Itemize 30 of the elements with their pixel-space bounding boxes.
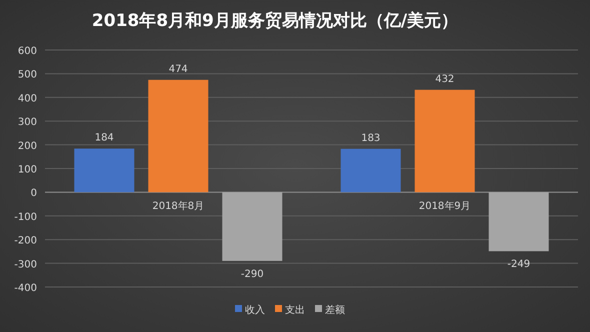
chart-title: 2018年8月和9月服务贸易情况对比（亿/美元） — [92, 11, 458, 31]
y-tick-label: 600 — [18, 46, 37, 57]
y-tick-label: 100 — [18, 164, 37, 176]
bar — [414, 90, 475, 192]
y-tick-label: 300 — [18, 117, 37, 128]
y-tick-label: 0 — [30, 188, 37, 200]
x-tick-label: 2018年9月 — [418, 200, 471, 212]
data-label: 183 — [361, 132, 380, 144]
y-tick-label: 500 — [18, 70, 37, 81]
bar — [74, 148, 134, 192]
data-label: 184 — [94, 132, 114, 144]
bar — [488, 192, 549, 252]
bar — [340, 148, 401, 192]
y-tick-label: -100 — [14, 212, 37, 223]
bar — [222, 192, 282, 261]
y-tick-label: 400 — [18, 93, 37, 104]
legend-label: 支出 — [285, 304, 305, 316]
legend-label: 差额 — [325, 304, 345, 316]
legend-label: 收入 — [245, 304, 265, 316]
x-tick-label: 2018年8月 — [152, 200, 204, 212]
data-label: 474 — [168, 64, 188, 75]
data-label: 432 — [435, 74, 454, 85]
y-tick-label: -300 — [14, 259, 37, 270]
y-tick-label: -400 — [14, 283, 37, 294]
收入: 184 183 — [74, 132, 401, 192]
y-tick-label: -200 — [14, 236, 37, 247]
bar — [148, 80, 208, 192]
data-label: -290 — [240, 268, 264, 280]
y-tick-label: 200 — [18, 140, 37, 152]
data-label: -249 — [507, 259, 530, 270]
